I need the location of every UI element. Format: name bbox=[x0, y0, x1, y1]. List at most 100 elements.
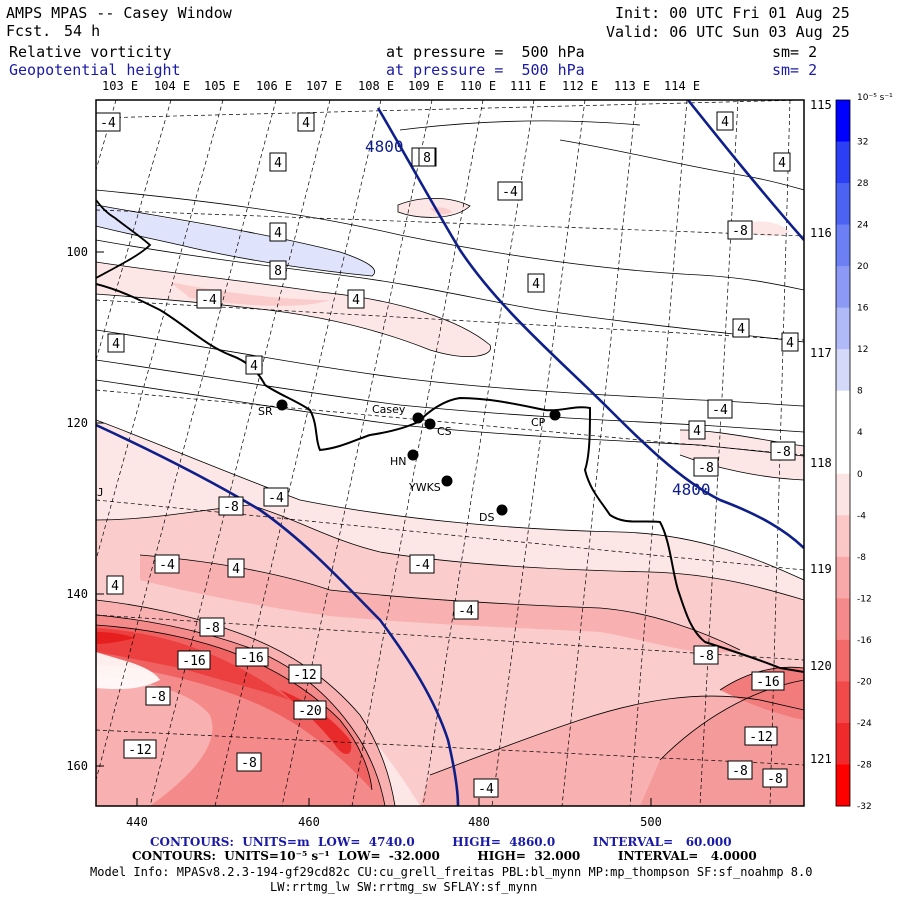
svg-text:4: 4 bbox=[250, 359, 258, 374]
svg-text:-8: -8 bbox=[767, 772, 783, 787]
vorticity-label: 4 bbox=[347, 289, 365, 309]
vorticity-label: 4 bbox=[527, 273, 545, 293]
colorbar-swatch bbox=[836, 515, 850, 558]
longitude-label: 113 E bbox=[614, 79, 650, 93]
station-label: Casey bbox=[372, 403, 406, 416]
longitude-label: 112 E bbox=[562, 79, 598, 93]
vorticity-label: -12 bbox=[123, 739, 157, 759]
colorbar-swatch bbox=[836, 764, 850, 807]
station-label: DS bbox=[479, 511, 494, 524]
svg-text:8: 8 bbox=[423, 151, 431, 166]
svg-text:-4: -4 bbox=[201, 293, 217, 308]
vorticity-label: -8 bbox=[145, 686, 171, 706]
colorbar-swatch bbox=[836, 307, 850, 350]
station-label: YWKS bbox=[408, 481, 441, 494]
station-dot bbox=[549, 409, 561, 421]
vorticity-label: 8 bbox=[418, 147, 436, 167]
colorbar-tick-label: -16 bbox=[857, 636, 872, 646]
vorticity-label: -12 bbox=[744, 726, 778, 746]
field2-name: Geopotential height bbox=[9, 61, 181, 79]
svg-text:-12: -12 bbox=[293, 668, 316, 683]
svg-text:4: 4 bbox=[232, 562, 240, 577]
svg-text:8: 8 bbox=[274, 264, 282, 279]
model-info-line2: LW:rrtmg_lw SW:rrtmg_sw SFLAY:sf_mynn bbox=[270, 880, 538, 894]
svg-text:-8: -8 bbox=[698, 649, 714, 664]
vorticity-label: 4 bbox=[227, 558, 245, 578]
longitude-label: 107 E bbox=[306, 79, 342, 93]
colorbar-tick-label: 12 bbox=[857, 345, 868, 355]
svg-text:-4: -4 bbox=[458, 604, 474, 619]
station-label: HN bbox=[390, 455, 407, 468]
vorticity-label: -4 bbox=[707, 399, 733, 419]
longitude-label: 108 E bbox=[358, 79, 394, 93]
height-contour-ne bbox=[686, 100, 804, 241]
station-dot bbox=[407, 449, 419, 461]
svg-text:-4: -4 bbox=[100, 116, 116, 131]
colorbar-tick-label: -20 bbox=[857, 677, 872, 687]
svg-text:-8: -8 bbox=[223, 500, 239, 515]
vorticity-label: -4 bbox=[409, 554, 435, 574]
colorbar-tick-label: 24 bbox=[857, 221, 869, 231]
svg-text:-8: -8 bbox=[204, 621, 220, 636]
y-tick-label: 140 bbox=[66, 587, 88, 601]
station-dot bbox=[424, 418, 436, 430]
svg-text:4: 4 bbox=[721, 115, 729, 130]
station-dot bbox=[496, 504, 508, 516]
longitude-label: 109 E bbox=[408, 79, 444, 93]
svg-text:-12: -12 bbox=[749, 730, 772, 745]
vorticity-label: -8 bbox=[762, 768, 788, 788]
vorticity-label: 4 bbox=[732, 318, 750, 338]
coastline-inner bbox=[96, 199, 152, 279]
svg-text:-8: -8 bbox=[698, 461, 714, 476]
field1-level: at pressure = 500 hPa bbox=[386, 43, 585, 61]
svg-text:-4: -4 bbox=[712, 403, 728, 418]
svg-text:-16: -16 bbox=[756, 675, 779, 690]
station-ds: DS bbox=[479, 504, 508, 524]
vorticity-label: -8 bbox=[727, 760, 753, 780]
svg-text:-8: -8 bbox=[775, 445, 791, 460]
colorbar-swatch bbox=[836, 473, 850, 516]
longitude-label-bg bbox=[808, 98, 842, 112]
colorbar-tick-label: -12 bbox=[857, 594, 872, 604]
vorticity-label: -8 bbox=[236, 752, 262, 772]
svg-text:4: 4 bbox=[352, 293, 360, 308]
x-tick-label: 460 bbox=[298, 815, 320, 829]
svg-text:4: 4 bbox=[532, 277, 540, 292]
svg-text:-16: -16 bbox=[182, 654, 205, 669]
colorbar-tick-label: 20 bbox=[857, 262, 869, 272]
forecast-label: Fcst. bbox=[6, 22, 52, 40]
svg-text:4: 4 bbox=[274, 156, 282, 171]
x-tick-label: 500 bbox=[640, 815, 662, 829]
svg-text:-8: -8 bbox=[732, 764, 748, 779]
height-contour-lower bbox=[96, 423, 460, 806]
station-casey: Casey bbox=[372, 403, 424, 424]
init-time: Init: 00 UTC Fri 01 Aug 25 bbox=[615, 4, 850, 22]
svg-text:-8: -8 bbox=[150, 690, 166, 705]
vorticity-label: 4 bbox=[297, 112, 315, 132]
colorbar-swatch bbox=[836, 681, 850, 724]
colorbar-swatch bbox=[836, 349, 850, 392]
vorticity-label: 4 bbox=[716, 111, 734, 131]
svg-text:4: 4 bbox=[786, 336, 794, 351]
vorticity-label: 4 bbox=[245, 355, 263, 375]
longitude-label-bg bbox=[808, 562, 842, 576]
plot-frame bbox=[95, 99, 805, 807]
field1-smoothing: sm= 2 bbox=[772, 43, 818, 61]
station-cp: CP bbox=[531, 409, 561, 429]
colorbar-swatch bbox=[836, 183, 850, 226]
station-sr: SR bbox=[258, 399, 288, 418]
longitude-label: 106 E bbox=[256, 79, 292, 93]
model-info-line1: Model Info: MPASv8.2.3-194-gf29cd82c CU:… bbox=[90, 865, 813, 879]
colorbar-frame bbox=[835, 99, 851, 807]
x-axis-labels: 440 460 480 500 bbox=[126, 798, 662, 829]
station-hn: HN bbox=[390, 449, 419, 468]
colorbar-swatch bbox=[836, 432, 850, 475]
vorticity-label: -4 bbox=[196, 289, 222, 309]
longitude-label: 103 E bbox=[102, 79, 138, 93]
longitude-label: 111 E bbox=[510, 79, 546, 93]
colorbar-tick-label: 0 bbox=[857, 470, 863, 480]
vorticity-label: -8 bbox=[727, 220, 753, 240]
colorbar-tick-label: -28 bbox=[857, 760, 872, 770]
